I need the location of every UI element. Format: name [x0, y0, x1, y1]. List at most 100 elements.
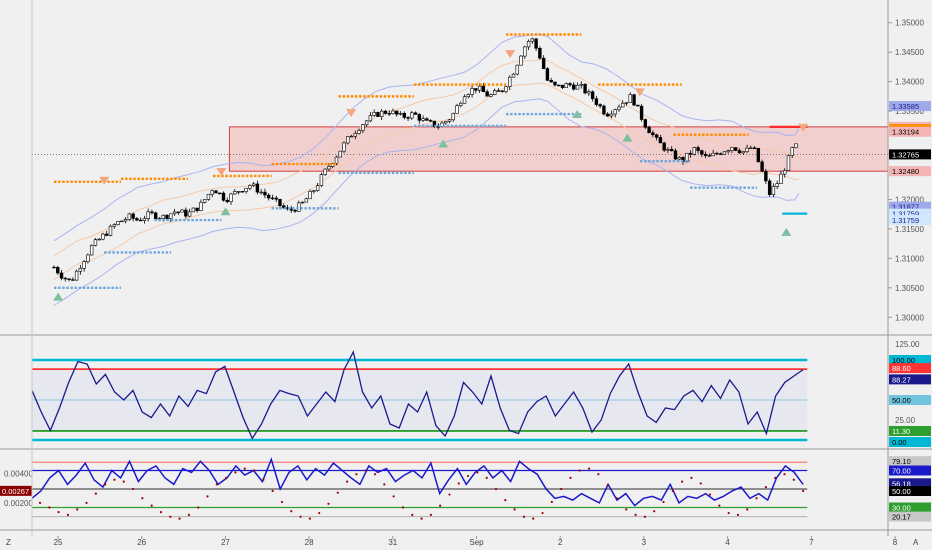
oscillator-dot: [262, 478, 265, 481]
oscillator-dot: [57, 511, 60, 514]
oscillator-tag: [889, 363, 931, 374]
candle-down: [538, 48, 542, 59]
lower-ma: [53, 82, 799, 281]
oscillator-dot: [429, 513, 432, 517]
right-price-axis[interactable]: 1.35000 1.34500 1.34000 1.33500 1.32000 1.315…: [31, 0, 931, 536]
price-panel[interactable]: [0, 33, 932, 336]
candle-down: [56, 266, 60, 274]
candle-up: [579, 83, 584, 86]
candle-down: [549, 80, 553, 83]
candle-up: [444, 121, 448, 124]
candle-down: [688, 152, 693, 155]
candle-up: [530, 38, 535, 42]
up-arrow-icon: [781, 227, 792, 236]
oscillator-panel-2[interactable]: 0.00400 0.00200 0.00267: [0, 457, 932, 531]
oscillator-dot: [736, 513, 740, 517]
candle-up: [410, 112, 414, 119]
oscillator-dot: [699, 482, 702, 485]
candle-down: [131, 213, 135, 219]
oscillator-tag-label: 50.00: [892, 396, 911, 405]
oscillator-dot: [690, 476, 693, 479]
candle-down: [737, 150, 742, 154]
candle-up: [142, 218, 147, 221]
oscillator-dot: [206, 495, 209, 498]
candle-up: [236, 191, 241, 193]
candle-down: [417, 114, 422, 121]
candle-up: [206, 193, 211, 200]
oscillator-dot: [336, 491, 339, 494]
candle-down: [221, 192, 226, 201]
candle-up: [202, 199, 207, 203]
oscillator-tag: [889, 425, 931, 436]
candle-up: [327, 166, 331, 170]
time-axis-label: 28: [305, 538, 314, 547]
oscillator-dot: [541, 511, 544, 515]
oscillator-dot: [355, 473, 358, 476]
candle-up: [379, 110, 384, 117]
candle-up: [74, 270, 79, 281]
candle-up: [519, 55, 523, 66]
candle-up: [297, 202, 301, 212]
oscillator-dot: [792, 478, 795, 481]
oscillator-dot: [346, 480, 349, 483]
candle-down: [184, 209, 188, 217]
candle-up: [621, 102, 625, 108]
oscillator-tag: [889, 437, 931, 447]
candle-up: [169, 213, 173, 219]
candle-up: [722, 151, 727, 155]
candle-up: [233, 191, 237, 195]
candle-up: [451, 113, 455, 121]
price-axis-tick: 1.32000: [895, 195, 924, 204]
price-tag: [889, 201, 931, 212]
candle-up: [492, 90, 497, 95]
candle-up: [587, 91, 591, 94]
candle-up: [462, 96, 467, 104]
candle-down: [602, 105, 606, 115]
candle-down: [67, 278, 71, 280]
left-value-tag-label: 0.00267: [2, 487, 29, 496]
candle-up: [172, 211, 177, 215]
oscillator-dot: [373, 473, 377, 476]
candle-down: [764, 171, 768, 182]
price-tag: [889, 126, 931, 137]
candle-up: [617, 106, 621, 110]
oscillator-dot: [252, 469, 256, 472]
oscillator-dot: [318, 511, 321, 515]
price-tag-label: 1.33585: [892, 102, 919, 111]
time-axis-label: 27: [221, 538, 230, 547]
candle-down: [240, 191, 245, 193]
candle-up: [78, 268, 83, 272]
candle-down: [767, 180, 772, 195]
candle-up: [146, 211, 150, 219]
candle-down: [293, 209, 297, 212]
oscillator-dot: [643, 515, 647, 518]
candle-down: [138, 219, 143, 222]
candle-down: [590, 91, 595, 100]
oscillator-panel-1[interactable]: [0, 350, 932, 450]
candle-up: [489, 94, 493, 97]
price-axis-tick: 1.34000: [895, 78, 924, 87]
oscillator-dot: [66, 513, 70, 517]
candle-up: [364, 120, 369, 126]
candle-up: [677, 156, 681, 160]
candle-up: [86, 254, 90, 262]
candle-down: [165, 214, 169, 219]
price-tag: [889, 208, 931, 219]
candle-up: [523, 46, 527, 57]
candle-down: [135, 218, 139, 221]
price-axis-tick: 1.31000: [895, 254, 924, 263]
oscillator-dot: [448, 493, 451, 496]
oscillator-dot: [569, 476, 572, 479]
candle-down: [700, 150, 704, 155]
candle-down: [594, 98, 599, 105]
candle-down: [52, 266, 56, 269]
candle-up: [749, 147, 753, 150]
candle-up: [504, 86, 508, 92]
oscillator-dot: [708, 493, 712, 496]
candle-down: [707, 155, 712, 157]
oscillator-dot: [364, 469, 367, 472]
candle-down: [643, 119, 648, 128]
oscillator-dot: [271, 489, 274, 492]
candle-down: [662, 142, 666, 151]
